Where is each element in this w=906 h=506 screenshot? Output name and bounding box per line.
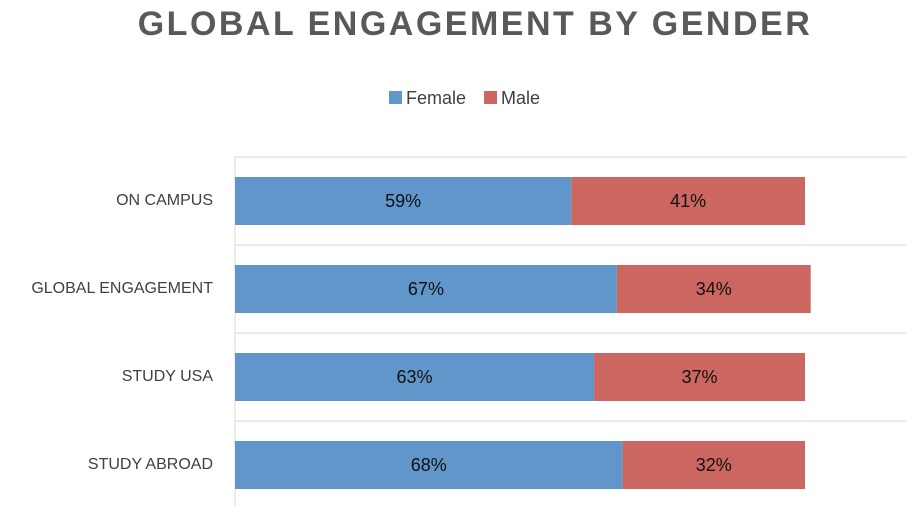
- bar-segment: [622, 441, 805, 489]
- bar-segment: [616, 265, 811, 313]
- legend-label: Male: [501, 88, 540, 108]
- data-label: 67%: [408, 279, 444, 299]
- legend-swatch: [484, 91, 498, 104]
- bar-segment: [235, 441, 623, 489]
- chart-title: GLOBAL ENGAGEMENT BY GENDER: [138, 5, 813, 43]
- bar-segment: [235, 353, 595, 401]
- category-label: STUDY USA: [122, 368, 214, 385]
- bar-segment: [594, 353, 805, 401]
- data-label: 63%: [397, 367, 433, 387]
- data-label: 59%: [385, 191, 421, 211]
- category-label: STUDY ABROAD: [88, 456, 213, 473]
- data-label: 34%: [696, 279, 732, 299]
- data-label: 37%: [682, 367, 718, 387]
- data-label: 32%: [696, 455, 732, 475]
- category-label: GLOBAL ENGAGEMENT: [31, 280, 213, 297]
- data-label: 41%: [670, 191, 706, 211]
- legend-label: Female: [406, 88, 466, 108]
- legend-swatch: [389, 91, 402, 104]
- category-label: ON CAMPUS: [116, 192, 213, 209]
- data-label: 68%: [411, 455, 447, 475]
- bar-segment: [235, 265, 617, 313]
- bar-segment: [571, 177, 805, 225]
- bar-segment: [235, 177, 572, 225]
